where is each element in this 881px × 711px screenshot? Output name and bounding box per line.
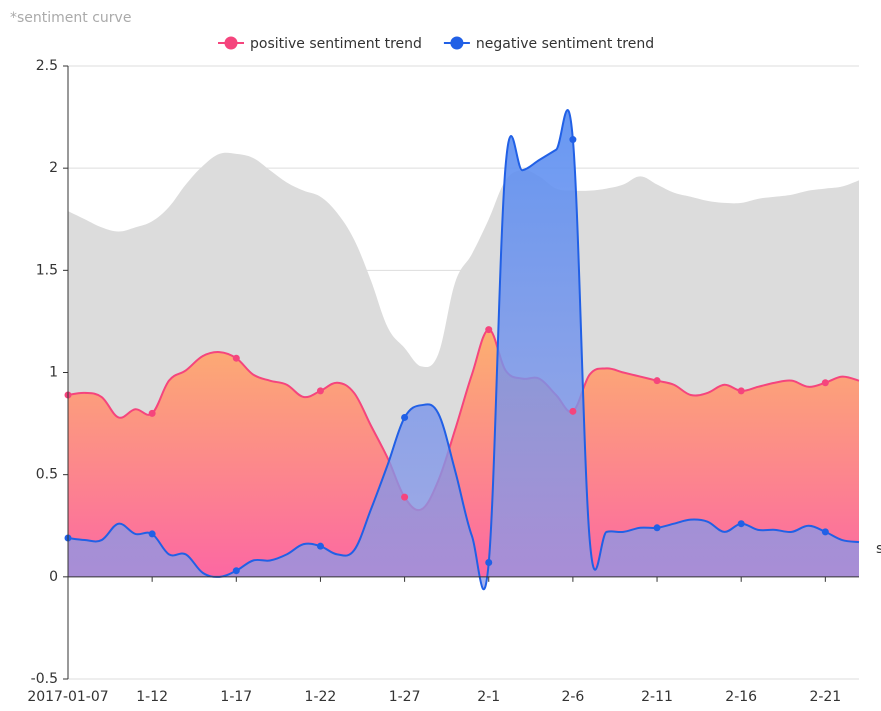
point [485,326,493,334]
annotation: s [876,541,881,557]
y-tick-label: 1.5 [36,262,58,278]
y-tick-label: 1 [49,365,58,381]
y-tick-label: -0.5 [31,671,58,687]
line [67,328,860,512]
point [401,413,409,421]
y-tick-label: 2.5 [36,58,58,74]
x-tick-label: 2-6 [561,689,584,705]
area [68,110,859,590]
point [653,524,661,532]
point [821,379,829,387]
point [569,136,577,144]
point [148,530,156,538]
point [232,567,240,575]
legend-marker [224,36,238,50]
x-tick-label: 2-16 [725,689,757,705]
point [401,493,409,501]
x-tick-label: 2-11 [641,689,673,705]
x-tick-label: 2-1 [477,689,500,705]
point [737,387,745,395]
point [316,542,324,550]
point [737,520,745,528]
area [68,329,859,577]
legend-label: positive sentiment trend [250,36,422,52]
y-tick-label: 0.5 [36,467,58,483]
point [569,407,577,415]
x-tick-label: 1-12 [136,689,168,705]
chart-title: *sentiment curve [10,10,131,26]
legend-marker [450,36,464,50]
x-tick-label: 2017-01-07 [27,689,108,705]
y-tick-label: 2 [49,160,58,176]
point [232,354,240,362]
point [653,377,661,385]
legend-label: negative sentiment trend [476,36,654,52]
x-tick-label: 1-27 [389,689,421,705]
point [316,387,324,395]
point [821,528,829,536]
x-tick-label: 1-17 [220,689,252,705]
point [148,409,156,417]
x-tick-label: 1-22 [305,689,337,705]
x-tick-label: 2-21 [809,689,841,705]
y-tick-label: 0 [49,569,58,585]
point [485,559,493,567]
